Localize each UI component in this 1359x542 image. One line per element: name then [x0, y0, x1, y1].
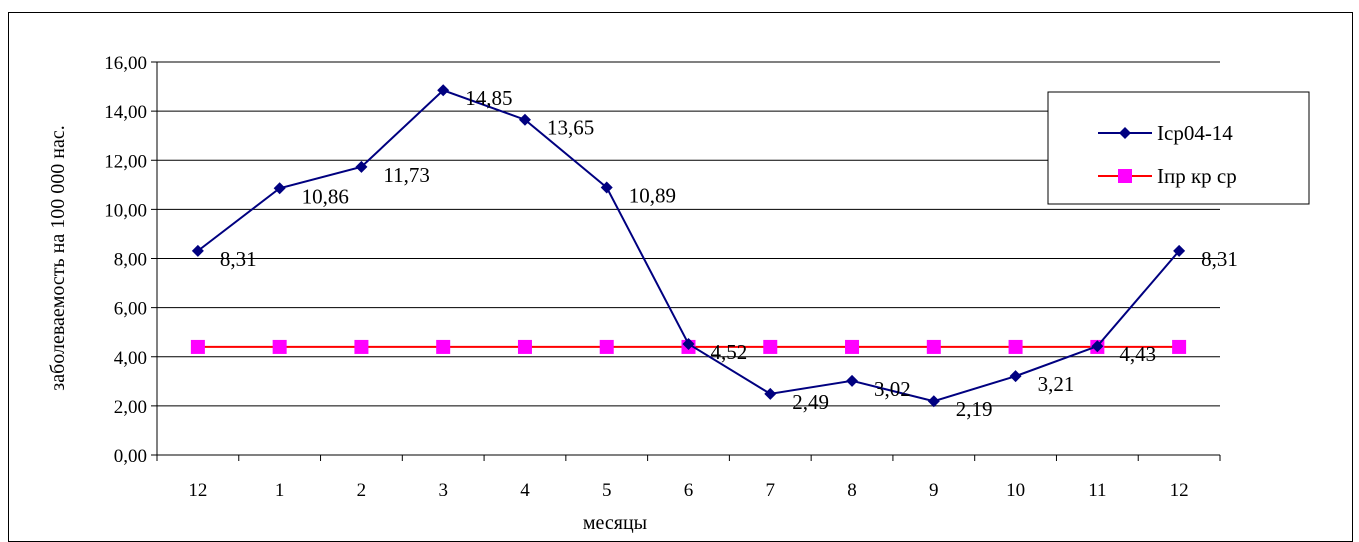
data-label: 14,85 [465, 86, 512, 110]
y-tick-label: 2,00 [114, 397, 147, 418]
gridlines [157, 61, 1220, 407]
legend-box [1047, 91, 1310, 205]
data-label: 10,89 [629, 184, 676, 208]
x-tick-label: 12 [1170, 480, 1189, 501]
data-point [1008, 339, 1023, 354]
data-point [1172, 339, 1187, 354]
x-tick-label: 3 [438, 480, 448, 501]
x-tick-labels: 12 1 2 3 4 5 6 7 8 9 10 11 12 [188, 480, 1188, 501]
data-point [355, 160, 368, 173]
data-point [846, 374, 859, 387]
data-label: 4,52 [711, 340, 748, 364]
x-tick-label: 5 [602, 480, 612, 501]
axes [151, 61, 1221, 461]
data-point [1091, 340, 1104, 353]
data-label: 3,02 [874, 377, 911, 401]
x-tick-label: 1 [275, 480, 285, 501]
data-label: 2,49 [792, 390, 829, 414]
data-point [517, 339, 532, 354]
data-point [190, 339, 205, 354]
series [190, 84, 1187, 408]
data-point [599, 339, 614, 354]
y-tick-label: 6,00 [114, 299, 147, 320]
data-label: 8,31 [1201, 247, 1238, 271]
data-label: 4,43 [1119, 342, 1156, 366]
data-point [354, 339, 369, 354]
data-labels: 8,31 10,86 11,73 14,85 13,65 10,89 4,52 2,49 3,0… [220, 86, 1238, 421]
data-label: 8,31 [220, 247, 257, 271]
legend-item: Iпр кр ср [1098, 164, 1237, 188]
data-point [763, 339, 778, 354]
y-tick-label: 10,00 [104, 200, 147, 221]
legend-label: Iпр кр ср [1157, 164, 1237, 188]
y-tick-labels: 0,00 2,00 4,00 6,00 8,00 10,00 12,00 14,00 16,00 [104, 53, 147, 467]
data-point [600, 181, 613, 194]
x-axis-title: месяцы [583, 512, 647, 533]
legend-marker [1119, 127, 1131, 139]
y-axis-title: заболеваемость на 100 000 нас. [47, 125, 69, 390]
data-point [191, 244, 204, 257]
x-tick-label: 10 [1006, 480, 1025, 501]
x-tick-label: 12 [188, 480, 207, 501]
x-tick-label: 8 [847, 480, 857, 501]
data-point [926, 339, 941, 354]
legend-marker [1118, 169, 1132, 183]
y-tick-label: 12,00 [104, 151, 147, 172]
y-tick-label: 14,00 [104, 102, 147, 123]
data-point [764, 387, 777, 400]
x-tick-label: 4 [520, 480, 530, 501]
legend-label: Iср04-14 [1157, 121, 1233, 145]
y-tick-label: 0,00 [114, 446, 147, 467]
y-tick-label: 8,00 [114, 250, 147, 271]
data-point [518, 113, 531, 126]
data-point [437, 84, 450, 97]
data-label: 2,19 [956, 397, 993, 421]
data-point [927, 395, 940, 408]
x-tick-label: 6 [684, 480, 694, 501]
x-tick-label: 9 [929, 480, 939, 501]
legend: Iср04-14 Iпр кр ср [1047, 91, 1310, 205]
data-label: 11,73 [383, 163, 429, 187]
data-label: 10,86 [302, 184, 349, 208]
data-point [1009, 370, 1022, 383]
x-tick-label: 7 [766, 480, 776, 501]
data-point [682, 337, 695, 350]
series-line [197, 89, 1180, 403]
data-point [273, 182, 286, 195]
x-tick-label: 2 [357, 480, 367, 501]
x-tick-label: 11 [1088, 480, 1106, 501]
data-label: 13,65 [547, 116, 594, 140]
data-point [1173, 244, 1186, 257]
data-label: 3,21 [1038, 372, 1075, 396]
data-point [272, 339, 287, 354]
y-tick-label: 16,00 [104, 53, 147, 74]
legend-item: Iср04-14 [1098, 121, 1233, 145]
data-point [436, 339, 451, 354]
y-tick-label: 4,00 [114, 348, 147, 369]
series-1 [191, 84, 1186, 408]
data-point [845, 339, 860, 354]
